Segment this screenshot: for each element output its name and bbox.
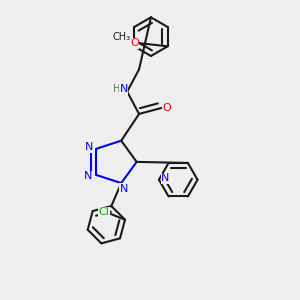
Text: O: O — [162, 103, 171, 113]
Text: H: H — [113, 84, 121, 94]
Text: O: O — [130, 38, 139, 48]
Text: CH₃: CH₃ — [112, 32, 130, 41]
Text: N: N — [120, 184, 128, 194]
Text: N: N — [119, 84, 128, 94]
Text: Cl: Cl — [99, 207, 110, 217]
Text: N: N — [84, 172, 92, 182]
Text: N: N — [161, 173, 169, 183]
Text: N: N — [85, 142, 93, 152]
